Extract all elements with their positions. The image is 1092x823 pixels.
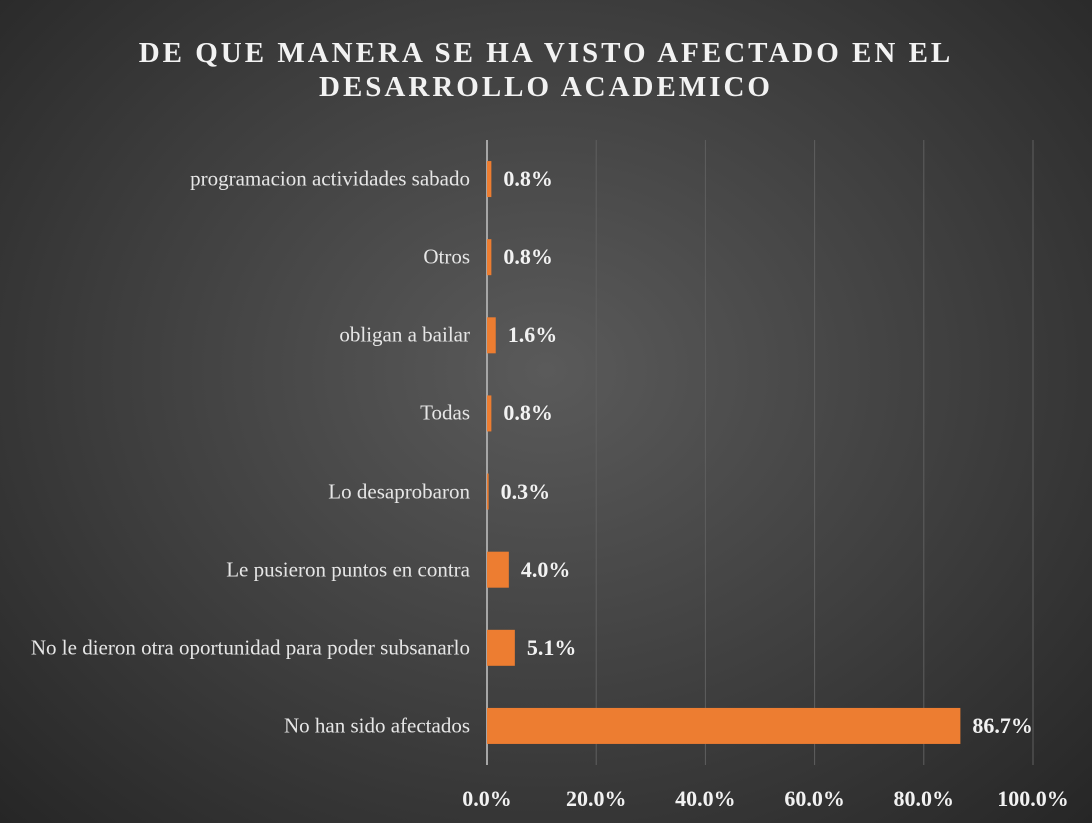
- x-tick-label: 20.0%: [565, 786, 627, 811]
- value-label: 0.8%: [503, 400, 553, 426]
- bar: [487, 629, 515, 666]
- y-tick-label: No le dieron otra oportunidad para poder…: [30, 635, 470, 660]
- y-tick-label: No han sido afectados: [283, 713, 470, 738]
- bar: [487, 551, 509, 588]
- y-tick-label: obligan a bailar: [339, 322, 470, 347]
- y-tick-label: Otros: [423, 244, 470, 269]
- value-label: 5.1%: [526, 634, 577, 660]
- x-tick-label: 100.0%: [997, 786, 1069, 811]
- y-tick-label: Lo desaprobaron: [328, 479, 470, 504]
- value-label: 0.8%: [503, 166, 553, 192]
- bar: [487, 239, 492, 276]
- y-tick-label: Todas: [420, 400, 470, 425]
- bar: [487, 473, 489, 510]
- x-tick-label: 40.0%: [675, 786, 736, 811]
- bar: [487, 707, 961, 744]
- y-tick-label: Le pusieron puntos en contra: [226, 557, 470, 582]
- bar: [487, 317, 496, 354]
- value-label: 0.3%: [500, 478, 551, 504]
- bar: [487, 395, 492, 432]
- bar: [487, 161, 492, 198]
- x-tick-label: 0.0%: [462, 786, 512, 811]
- value-label: 1.6%: [507, 322, 558, 348]
- value-label: 0.8%: [503, 244, 553, 270]
- value-label: 86.7%: [972, 712, 1033, 738]
- x-tick-label: 80.0%: [893, 786, 955, 811]
- y-tick-label: programacion actividades sabado: [190, 166, 470, 191]
- x-tick-label: 60.0%: [784, 786, 845, 811]
- chart-title: DE QUE MANERA SE HA VISTO AFECTADO EN EL…: [138, 37, 954, 103]
- value-label: 4.0%: [520, 556, 571, 582]
